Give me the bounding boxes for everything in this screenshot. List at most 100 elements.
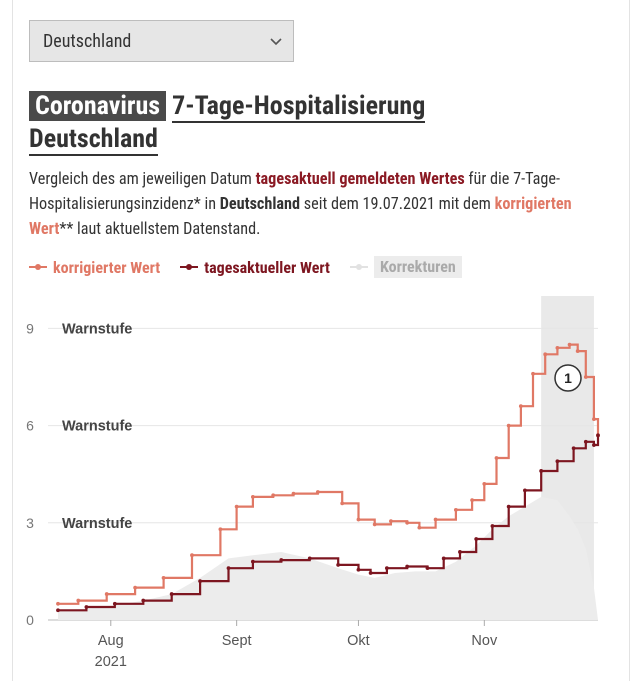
- daily-series-point: [56, 608, 60, 613]
- title-region: Deutschland: [29, 124, 158, 156]
- chevron-down-icon: [270, 38, 282, 46]
- legend-daily[interactable]: tagesaktueller Wert: [180, 258, 330, 277]
- corrections-area: [58, 496, 598, 620]
- daily-series-point: [583, 439, 588, 444]
- corrected-series-point: [555, 345, 560, 350]
- corrected-series-point: [494, 456, 499, 460]
- corrected-series-point: [340, 501, 345, 506]
- desc-text: für die 7-Tage-Hospitalisierungsinzidenz…: [29, 169, 560, 213]
- daily-series-point: [279, 558, 284, 562]
- daily-series-point: [226, 566, 231, 571]
- legend-daily-label: tagesaktueller Wert: [204, 257, 330, 277]
- daily-series-point: [368, 571, 373, 575]
- daily-series-point: [555, 459, 560, 464]
- corrected-series-point: [405, 520, 410, 525]
- region-dropdown[interactable]: Deutschland: [29, 20, 294, 62]
- daily-series-point: [384, 566, 389, 571]
- corrected-series-point: [417, 525, 422, 530]
- daily-series-point: [84, 605, 89, 609]
- y-tick-label: 6: [26, 418, 34, 434]
- desc-text: Vergleich des am jeweiligen Datum: [29, 169, 256, 188]
- corrected-series-point: [315, 490, 320, 494]
- daily-series-point: [539, 469, 544, 473]
- daily-series-point: [405, 564, 410, 569]
- daily-series-point: [458, 550, 462, 554]
- corrected-series-point: [543, 352, 548, 357]
- corrected-series-point: [583, 375, 588, 379]
- corrected-series-point: [482, 482, 487, 486]
- corrected-series-point: [133, 585, 138, 590]
- corrected-series-point: [234, 504, 239, 509]
- corrected-series-point: [291, 491, 296, 496]
- corrected-series-point: [567, 342, 572, 347]
- threshold-label: Warnstufe: [62, 321, 132, 337]
- corrected-series-point: [506, 423, 511, 428]
- y-tick-label: 9: [26, 320, 34, 336]
- threshold-label: Warnstufe: [62, 516, 132, 532]
- daily-series-point: [506, 504, 511, 509]
- x-tick-label: Aug: [98, 633, 124, 649]
- legend-corrections-label: Korrekturen: [373, 256, 462, 278]
- page-title: Coronavirus 7-Tage-Hospitalisierung Deuts…: [29, 90, 609, 156]
- desc-region: Deutschland: [219, 194, 301, 213]
- daily-series-point: [592, 443, 596, 447]
- daily-series-point: [250, 559, 255, 564]
- corrected-series-point: [433, 517, 438, 522]
- annotation-marker: [554, 364, 582, 392]
- daily-series-point: [198, 579, 203, 584]
- corrected-series-point: [190, 553, 194, 558]
- threshold-label: Warnstufe: [62, 419, 132, 435]
- corrected-series-point: [531, 371, 535, 376]
- chart-legend: korrigierter Wert tagesaktueller Wert Ko…: [29, 256, 482, 278]
- y-tick-label: 0: [26, 612, 34, 628]
- corrected-series-point: [470, 498, 475, 503]
- corrected-series-point: [575, 349, 580, 353]
- corrected-series-point: [271, 493, 276, 498]
- desc-corrected-highlight: korrigierten Wert: [29, 194, 572, 238]
- y-tick-label: 3: [26, 515, 34, 531]
- desc-text: ** laut aktuellstem Datenstand.: [59, 219, 261, 238]
- legend-corrections-swatch: [349, 264, 368, 270]
- corrected-series-point: [356, 517, 361, 522]
- corrected-series-point: [161, 575, 166, 580]
- corrected-series-point: [372, 522, 377, 527]
- title-main: 7-Tage-Hospitalisierung: [172, 91, 426, 123]
- daily-series-point: [307, 556, 312, 561]
- daily-series-point: [169, 592, 174, 596]
- corrected-series-point: [250, 494, 255, 499]
- daily-series-point: [112, 601, 117, 606]
- daily-series-point: [336, 563, 341, 567]
- content-frame: [12, 0, 630, 681]
- legend-corrections[interactable]: Korrekturen: [349, 256, 462, 278]
- daily-series-point: [141, 598, 146, 603]
- daily-series-point: [425, 566, 430, 571]
- corrected-series-point: [104, 592, 109, 596]
- daily-series-point: [474, 537, 479, 541]
- corrected-series-point: [76, 598, 81, 603]
- daily-series-point: [596, 433, 600, 438]
- desc-daily-highlight: tagesaktuell gemeldeten Wertes: [255, 169, 465, 188]
- x-tick-year: 2021: [95, 654, 127, 670]
- corrected-series-point: [518, 404, 523, 409]
- chart-description: Vergleich des am jeweiligen Datum tagesa…: [29, 166, 614, 241]
- daily-series-point: [523, 488, 527, 493]
- corrected-series-point: [389, 519, 393, 524]
- corrected-series-point: [218, 527, 223, 532]
- corrected-series-point: [592, 417, 596, 422]
- daily-series-point: [490, 524, 495, 528]
- x-tick-label: Okt: [347, 633, 370, 649]
- daily-series-point: [441, 556, 446, 561]
- hospitalization-chart: 0 3 6 9 Warnstufe Warnstufe Warnstufe 1 Aug 2021 S…: [26, 296, 600, 670]
- annotation-label: 1: [564, 370, 572, 386]
- title-tag: Coronavirus: [29, 91, 167, 121]
- legend-corrected-swatch: [29, 264, 47, 270]
- legend-daily-swatch: [180, 264, 199, 270]
- legend-corrected[interactable]: korrigierter Wert: [29, 258, 160, 277]
- x-tick-label: Sept: [222, 633, 252, 649]
- desc-text: seit dem 19.07.2021 mit dem: [300, 194, 495, 213]
- daily-series-point: [571, 446, 576, 451]
- legend-corrected-label: korrigierter Wert: [53, 257, 161, 277]
- x-tick-label: Nov: [471, 633, 498, 649]
- daily-series-point: [356, 567, 361, 572]
- corrected-series-point: [453, 507, 458, 512]
